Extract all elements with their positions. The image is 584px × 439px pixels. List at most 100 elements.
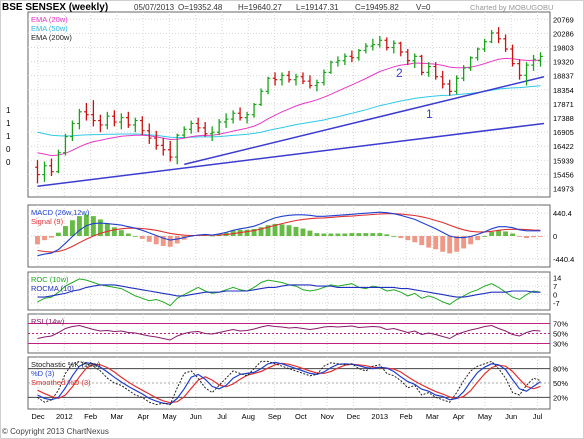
signal-line (37, 213, 541, 253)
y-tick-label: 19320 (553, 58, 574, 67)
y-tick-label: 18354 (553, 86, 574, 95)
macd-histogram-bar (475, 236, 481, 241)
y-tick-label: 16905 (553, 128, 574, 137)
x-tick-label: Dec (31, 412, 45, 421)
macd-histogram-bar (356, 233, 362, 236)
macd-histogram-bar (265, 225, 271, 236)
macd-histogram-bar (307, 230, 313, 236)
macd-histogram-bar (321, 233, 327, 236)
legend-ema20: EMA (20w) (31, 15, 68, 24)
y-tick-label: 15939 (553, 156, 574, 165)
y-tick-label: 50% (553, 330, 568, 339)
x-tick-label: 2013 (371, 412, 388, 421)
macd-histogram-bar (132, 236, 138, 237)
macd-histogram-bar (447, 236, 453, 254)
x-tick-label: Jun (190, 412, 202, 421)
x-tick-label: 2012 (56, 412, 73, 421)
macd-histogram-bar (510, 233, 516, 236)
macd-histogram-bar (272, 223, 278, 236)
macd-histogram-bar (56, 232, 61, 236)
x-tick-label: Mar (110, 412, 123, 421)
y-tick-label: 20% (553, 393, 568, 402)
macd-histogram-bar (42, 236, 47, 241)
legend-signal: Signal (9) (31, 217, 64, 226)
header-volume: V=0 (416, 3, 431, 12)
rsi-plot (28, 323, 550, 344)
macd-plot (35, 211, 543, 257)
legend-rocma: ROCMA (10) (31, 284, 74, 293)
macd-histogram-bar (405, 236, 411, 241)
macd-histogram-bar (146, 236, 152, 242)
macd-histogram-bar (314, 233, 320, 236)
macd-histogram-bar (62, 226, 68, 236)
macd-histogram-bar (468, 236, 474, 245)
macd-histogram-bar (454, 236, 460, 252)
x-tick-label: Feb (84, 412, 97, 421)
y-tick-label: 20769 (553, 15, 574, 24)
price-plot (35, 27, 545, 187)
legend-roc: ROC (10w) (31, 275, 69, 284)
left-label: 0 (6, 145, 11, 154)
legend-rsi: RSI (14w) (31, 317, 65, 326)
macd-histogram-bar (342, 233, 348, 236)
x-tick-label: Dec (347, 412, 361, 421)
y-tick-label: 19803 (553, 43, 574, 52)
x-tick-label: Feb (400, 412, 413, 421)
legend-stoch-d: %D (3) (31, 369, 55, 378)
macd-histogram-bar (49, 236, 54, 238)
stochastic-plot (28, 360, 550, 406)
x-tick-label: Apr (137, 412, 149, 421)
left-label: 1 (6, 132, 11, 141)
y-tick-label: -440.4 (553, 255, 574, 264)
macd-histogram-bar (440, 236, 446, 252)
macd-histogram-bar (118, 230, 124, 236)
legend-stoch-sd: Smoothed %D (3) (31, 378, 91, 387)
macd-histogram-bar (258, 227, 264, 236)
macd-histogram-bar (104, 223, 110, 236)
stoch-d-line (37, 361, 541, 405)
trendline-label-2: 2 (396, 66, 403, 80)
copyright-text: © Copyright 2013 ChartNexus (2, 427, 109, 436)
macd-histogram-bar (174, 236, 180, 244)
y-tick-label: 80% (553, 365, 568, 374)
macd-histogram-bar (90, 216, 96, 236)
x-tick-label: May (162, 412, 176, 421)
legend-stoch-k: Stochastic %K (14w) (31, 360, 101, 369)
macd-histogram-bar (461, 236, 467, 249)
y-tick-label: 18837 (553, 72, 574, 81)
macd-histogram-bar (398, 236, 404, 239)
y-tick-label: 20286 (553, 29, 574, 38)
trendline-label-1: 1 (426, 107, 433, 121)
macd-histogram-bar (139, 236, 145, 239)
macd-histogram-bar (111, 227, 117, 236)
macd-histogram-bar (412, 236, 418, 243)
macd-histogram-bar (503, 231, 509, 236)
macd-histogram-bar (482, 236, 488, 237)
macd-histogram-bar (328, 233, 334, 236)
x-tick-label: Jul (533, 412, 543, 421)
rocma-line (37, 284, 541, 298)
macd-histogram-bar (209, 235, 215, 237)
macd-histogram-bar (286, 225, 292, 236)
x-tick-label: Jul (217, 412, 227, 421)
y-tick-label: 70% (553, 320, 568, 329)
legend-ema200: EMA (200w) (31, 33, 72, 42)
roc-plot (37, 278, 541, 307)
macd-histogram-bar (97, 219, 103, 236)
chart-title: BSE SENSEX (weekly) (2, 2, 108, 13)
roc-panel (27, 271, 551, 311)
left-label: 0 (6, 158, 11, 167)
legend-macd: MACD (26w,12w) (31, 208, 90, 217)
y-tick-label: 14 (553, 274, 561, 283)
x-tick-label: May (478, 412, 492, 421)
macd-histogram-bar (370, 233, 376, 236)
legend-ema50: EMA (50w) (31, 24, 68, 33)
y-tick-label: -7 (553, 299, 560, 308)
macd-histogram-bar (517, 236, 522, 237)
macd-histogram-bar (125, 233, 131, 236)
y-tick-label: 0 (553, 291, 557, 300)
header-low: L=19147.31 (296, 3, 339, 12)
y-tick-label: 50% (553, 379, 568, 388)
macd-histogram-bar (251, 228, 257, 236)
